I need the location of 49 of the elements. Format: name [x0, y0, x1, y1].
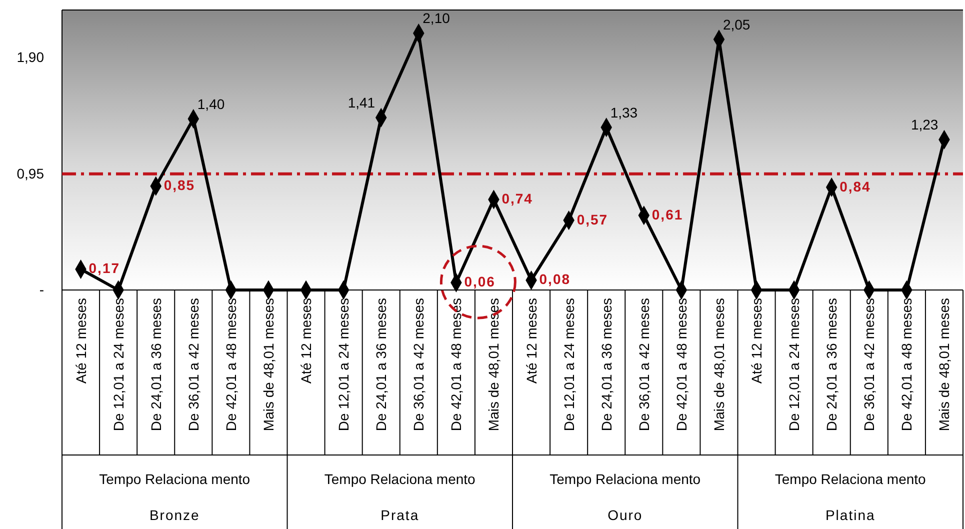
x-tick-label: Mais de 48,01 meses	[260, 298, 276, 432]
data-label: 0,57	[576, 211, 608, 228]
x-tick-label: De 42,01 a 48 meses	[222, 298, 239, 432]
data-label: 1,23	[910, 116, 938, 133]
data-label: 0,17	[88, 260, 120, 276]
x-tick-label: De 36,01 a 42 meses	[410, 298, 427, 432]
x-tick-label: De 42,01 a 48 meses	[448, 298, 464, 432]
x-tick-label: Até 12 meses	[72, 298, 89, 384]
x-tick-label: De 36,01 a 42 meses	[636, 298, 652, 432]
x-tick-label: De 12,01 a 24 meses	[786, 298, 802, 432]
x-tick-label: De 12,01 a 24 meses	[110, 298, 126, 432]
text: Tempo Relaciona mento	[324, 471, 476, 487]
text: Tempo Relaciona mento	[99, 471, 250, 487]
data-label: 1,40	[197, 96, 225, 112]
x-tick-label: De 42,01 a 48 meses	[898, 298, 915, 432]
data-label: 0,85	[164, 177, 196, 194]
x-tick-label: De 42,01 a 48 meses	[673, 298, 690, 432]
y-tick-label: -	[39, 281, 44, 298]
text: Bronze	[149, 507, 200, 523]
data-label: 0,08	[539, 271, 571, 288]
x-tick-label: De 24,01 a 36 meses	[598, 298, 614, 432]
x-tick-label: Até 12 meses	[298, 298, 314, 384]
x-tick-label: De 12,01 a 24 meses	[336, 298, 352, 432]
data-label: 0,06	[464, 274, 496, 290]
x-tick-label: Mais de 48,01 meses	[936, 298, 952, 432]
data-label: 1,33	[610, 104, 638, 120]
y-tick-label: 0,95	[16, 165, 44, 182]
data-label: 2,05	[722, 16, 750, 32]
text: Tempo Relaciona mento	[550, 471, 701, 487]
x-tick-label: Até 12 meses	[748, 298, 765, 384]
x-tick-label: De 24,01 a 36 meses	[824, 298, 840, 432]
text: Ouro	[608, 507, 643, 523]
data-label: 1,41	[348, 94, 376, 111]
x-tick-label: Mais de 48,01 meses	[486, 298, 502, 432]
data-label: 0,74	[502, 190, 533, 207]
x-tick-label: Até 12 meses	[523, 298, 540, 384]
data-label: 0,61	[652, 206, 684, 222]
data-label: 0,84	[840, 178, 871, 194]
text: Tempo Relaciona mento	[774, 471, 926, 487]
x-tick-label: Mais de 48,01 meses	[710, 298, 727, 432]
x-tick-label: De 24,01 a 36 meses	[373, 298, 390, 432]
y-tick-label: 1,90	[16, 49, 44, 66]
x-tick-label: De 36,01 a 42 meses	[861, 298, 878, 432]
text: Platina	[825, 507, 876, 523]
data-label: 2,10	[422, 10, 450, 26]
x-tick-label: De 36,01 a 42 meses	[185, 298, 202, 432]
x-tick-label: De 12,01 a 24 meses	[560, 298, 577, 432]
text: Prata	[380, 507, 420, 523]
x-tick-label: De 24,01 a 36 meses	[148, 298, 164, 432]
